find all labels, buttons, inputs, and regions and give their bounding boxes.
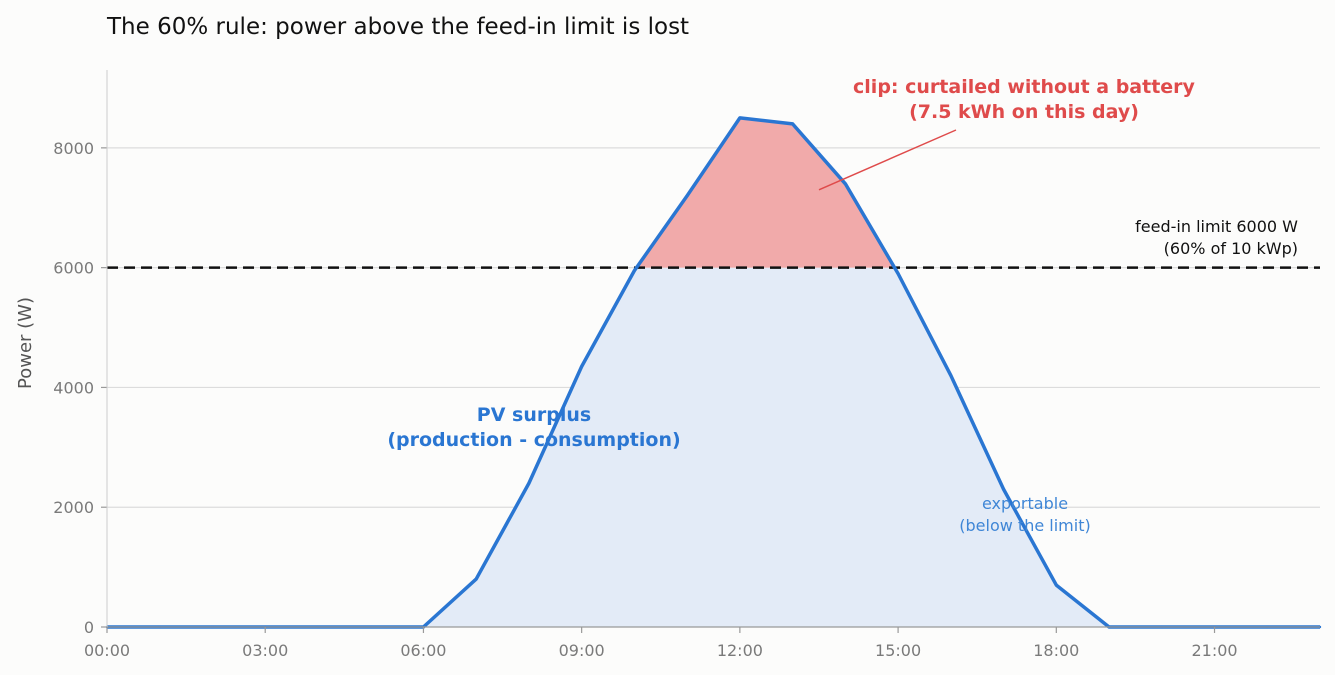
chart-title: The 60% rule: power above the feed-in li… bbox=[106, 14, 689, 40]
x-tick-label-09:00: 09:00 bbox=[559, 641, 605, 660]
limit-annotation: feed-in limit 6000 W (60% of 10 kWp) bbox=[1135, 217, 1298, 258]
exportable-annotation-line2: (below the limit) bbox=[959, 516, 1090, 535]
exportable-annotation: exportable (below the limit) bbox=[959, 494, 1090, 535]
x-tick-label-12:00: 12:00 bbox=[717, 641, 763, 660]
y-tick-label-2000: 2000 bbox=[53, 498, 94, 517]
y-axis-label: Power (W) bbox=[15, 297, 36, 389]
data-point-7 bbox=[474, 577, 478, 581]
data-point-15 bbox=[896, 272, 900, 275]
data-point-17 bbox=[1002, 488, 1005, 491]
clip-annotation-line1: clip: curtailed without a battery bbox=[853, 76, 1196, 98]
data-point-18 bbox=[1055, 583, 1058, 587]
clip-annotation-line2: (7.5 kWh on this day) bbox=[909, 101, 1139, 123]
limit-annotation-line2: (60% of 10 kWp) bbox=[1164, 239, 1298, 258]
data-point-14 bbox=[844, 182, 847, 185]
y-tick-label-8000: 8000 bbox=[53, 139, 94, 158]
x-tick-label-03:00: 03:00 bbox=[242, 641, 288, 660]
y-tick-label-0: 0 bbox=[84, 618, 94, 637]
x-tick-label-21:00: 21:00 bbox=[1191, 641, 1237, 660]
clip-annotation: clip: curtailed without a battery (7.5 k… bbox=[818, 76, 1196, 191]
data-point-13 bbox=[791, 122, 794, 126]
limit-annotation-line1: feed-in limit 6000 W bbox=[1135, 217, 1298, 236]
area-fills bbox=[107, 117, 1320, 627]
data-point-12 bbox=[738, 116, 742, 120]
clip-annotation-arrow bbox=[818, 129, 957, 191]
exportable-annotation-line1: exportable bbox=[982, 494, 1068, 513]
x-tick-labels: 00:00 03:00 06:00 09:00 12:00 15:00 18:00 21:00 bbox=[84, 641, 1238, 660]
surplus-annotation: PV surplus (production - consumption) bbox=[387, 404, 680, 451]
axes bbox=[101, 70, 1320, 633]
surplus-annotation-line2: (production - consumption) bbox=[387, 429, 680, 451]
x-tick-label-18:00: 18:00 bbox=[1033, 641, 1079, 660]
data-point-16 bbox=[949, 374, 953, 377]
y-tick-label-6000: 6000 bbox=[53, 259, 94, 278]
exportable-area bbox=[107, 267, 1320, 627]
x-tick-label-06:00: 06:00 bbox=[400, 641, 446, 660]
data-point-9 bbox=[580, 365, 583, 368]
clip-area-0 bbox=[636, 117, 895, 268]
x-tick-label-15:00: 15:00 bbox=[875, 641, 921, 660]
x-tick-label-00:00: 00:00 bbox=[84, 641, 130, 660]
data-point-10 bbox=[633, 269, 636, 272]
y-tick-label-4000: 4000 bbox=[53, 378, 94, 397]
surplus-annotation-line1: PV surplus bbox=[477, 404, 591, 426]
data-point-11 bbox=[685, 194, 689, 197]
y-tick-labels: 0 2000 4000 6000 8000 bbox=[53, 139, 94, 637]
data-point-8 bbox=[527, 482, 531, 485]
